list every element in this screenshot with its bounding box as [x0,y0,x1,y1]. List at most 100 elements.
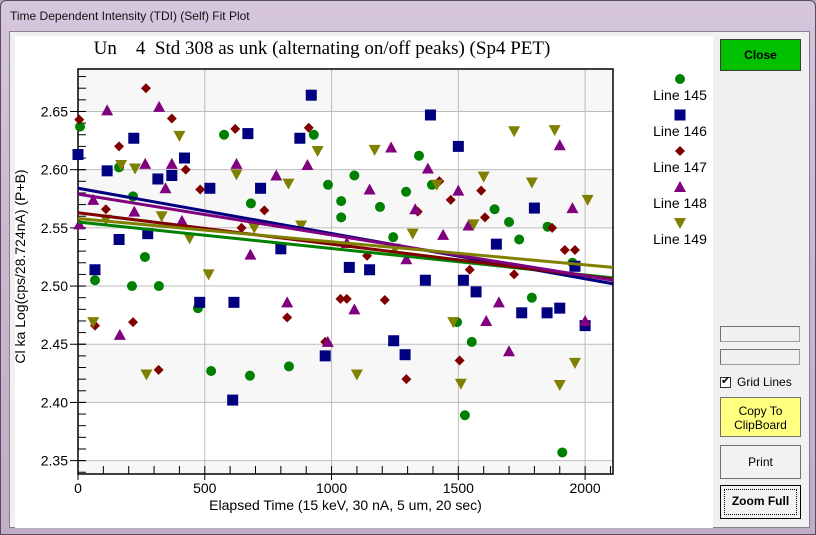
line-146-legend-label: Line 146 [653,123,707,139]
line-146-point [89,264,101,276]
copy-to-clipboard-button[interactable]: Copy To ClipBoard [720,397,801,437]
line-148-point [462,219,475,231]
line-145-point [139,251,150,262]
line-149-point [129,163,142,175]
plot-band [78,69,613,112]
readout-textbox-2[interactable] [720,349,800,365]
line-146-point [419,274,431,286]
line-148-point [159,182,172,194]
line-145-point [336,212,347,223]
line-149-point [368,144,381,156]
plot-frame [77,68,614,475]
print-button[interactable]: Print [720,445,801,479]
line-146-point [388,335,400,347]
y-tick-label: 2.65 [41,103,68,119]
line-148-point [385,141,398,153]
line-148-point [409,203,422,215]
window-title: Time Dependent Intensity (TDI) (Self) Fi… [10,9,250,23]
line-148-point [165,157,178,169]
line-147-point [259,205,270,216]
line-146-point [128,132,140,144]
focus-rectangle [724,489,797,515]
line-149-point [430,179,443,191]
line-145-point [244,370,255,381]
y-tick-label: 2.60 [41,162,68,178]
line-146-point [194,296,206,308]
line-148-point [492,296,505,308]
line-145-point [308,129,319,140]
line-146-point [343,261,355,273]
line-149-point [508,126,521,138]
line-147-point [559,244,570,255]
line-145-point [153,281,164,292]
line-147-point [180,164,191,175]
line-147-point [282,312,293,323]
line-147-point [74,114,85,125]
line-149-legend-marker [674,218,686,229]
line-145-point [219,129,230,140]
close-button[interactable]: Close [720,39,801,71]
line-146-point [319,350,331,362]
line-149-point [202,269,215,281]
line-148-point [281,296,294,308]
line-146-point [228,296,240,308]
line-145-point [349,170,360,181]
line-148-point [244,248,257,260]
line-148-point [421,162,434,174]
x-tick-label: 500 [193,480,217,496]
line-146-point [516,307,528,319]
line-149-point [454,378,467,390]
line-146-point [204,182,216,194]
line-145-point [336,196,347,207]
line-146-point [490,238,502,250]
line-149-point [548,125,561,137]
line-147-point [195,184,206,195]
line-146-point [113,233,125,245]
line-149-legend-label: Line 149 [653,231,707,247]
title-bar[interactable]: Time Dependent Intensity (TDI) (Self) Fi… [1,1,815,31]
line-149-point [155,211,168,223]
line-145-point [283,361,294,372]
checkmark-icon: ✔ [721,374,731,387]
y-axis-title: Cl ka Log(cps/28.724nA) (P+B) [12,169,28,363]
line-148-point [230,157,243,169]
line-149-point [173,130,186,142]
line-149-point [467,219,480,231]
line-147-point [166,113,177,124]
x-tick-label: 1500 [443,480,474,496]
line-148-point [301,159,314,171]
copy-button-line2: ClipBoard [734,418,787,432]
line-145-point [489,204,500,215]
x-tick-label: 0 [74,480,82,496]
grid-lines-option[interactable]: ✔ Grid Lines [720,375,792,389]
line-149-point [295,220,308,232]
line-146-point [364,264,376,276]
y-tick-label: 2.45 [41,336,68,352]
line-146-point [255,182,267,194]
line-149-point [115,160,128,172]
line-147-legend-marker [675,146,685,156]
zoom-full-button[interactable]: Zoom Full [720,485,801,519]
line-146-point [166,169,178,181]
line-149-point [183,233,196,245]
y-tick-label: 2.35 [41,453,68,469]
grid-lines-checkbox[interactable]: ✔ [720,374,731,388]
line-145-point [75,121,86,132]
line-145-point [414,150,425,161]
zoom-full-label: Zoom Full [731,494,790,508]
line-147-point [445,194,456,205]
line-147-point [303,122,314,133]
line-148-point [363,183,376,195]
line-149-point [525,177,538,189]
line-146-point [541,307,553,319]
line-146-point [294,132,306,144]
line-149-point [140,369,153,381]
line-148-point [553,139,566,151]
y-tick-label: 2.40 [41,394,68,410]
y-tick-label: 2.55 [41,220,68,236]
x-tick-label: 2000 [570,480,601,496]
line-147-point [569,244,580,255]
line-148-point [101,104,114,116]
readout-textbox-1[interactable] [720,326,800,342]
line-145-legend-marker [675,74,685,84]
